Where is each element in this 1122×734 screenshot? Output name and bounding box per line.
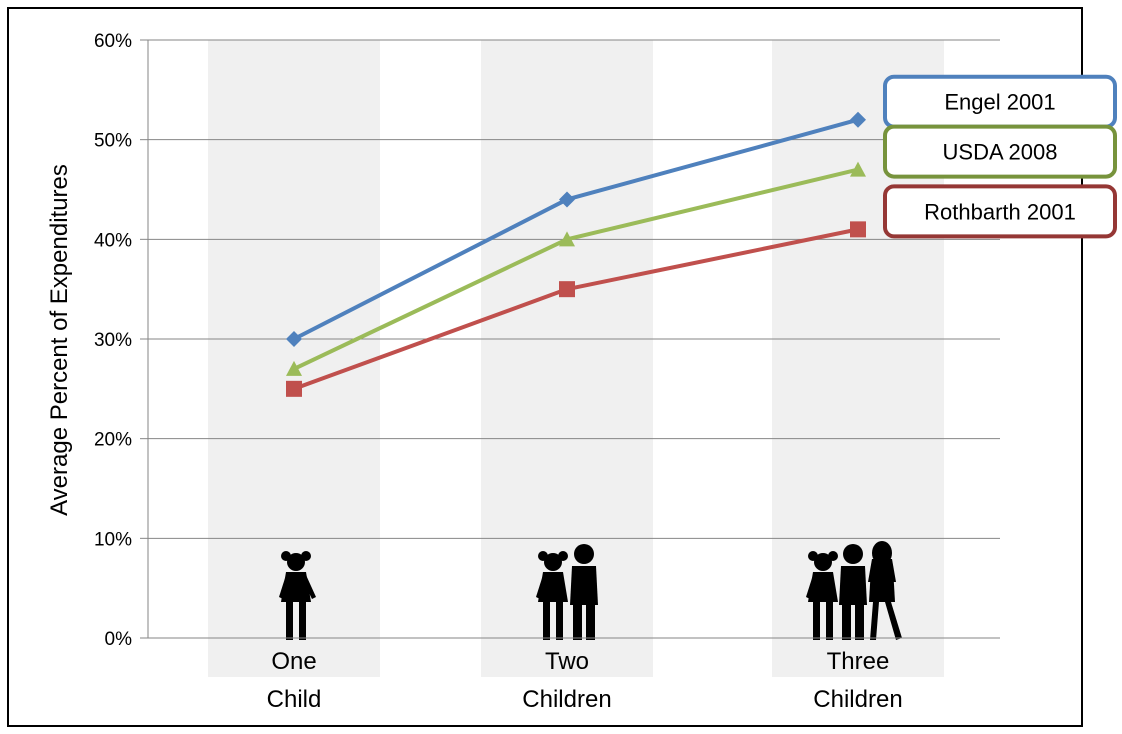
y-tick-label: 0% (105, 629, 133, 650)
series-1-point-2 (559, 191, 575, 208)
x-category-label-line: One (271, 648, 316, 675)
legend-label: Engel 2001 (944, 90, 1055, 115)
legend-label: Rothbarth 2001 (924, 199, 1076, 224)
y-tick-label: 50% (94, 131, 132, 152)
series-2-point-1 (286, 360, 302, 376)
series-layer (286, 111, 866, 397)
category-band-1 (208, 40, 380, 677)
series-1-point-1 (286, 331, 302, 347)
x-category-label-line: Children (522, 686, 611, 713)
legend-item-1: Engel 2001 (883, 74, 1117, 129)
x-category-label-line: Child (267, 686, 322, 713)
legend: Engel 2001 USDA 2008 Rothbarth 2001 (883, 74, 1117, 239)
y-tick-label: 40% (94, 230, 132, 251)
y-tick-label: 20% (94, 430, 132, 451)
series-2-point-3 (850, 161, 866, 177)
series-2-point-2 (559, 231, 575, 247)
legend-box (883, 124, 1117, 179)
legend-label: USDA 2008 (943, 140, 1058, 165)
x-axis-categories: One Child Two Children Three Children (267, 648, 903, 713)
series-1-point-3 (850, 111, 866, 128)
legend-item-3: Rothbarth 2001 (883, 184, 1117, 239)
x-category-label-3: Three Children (813, 648, 902, 713)
category-band-2 (481, 40, 653, 677)
legend-item-2: USDA 2008 (883, 124, 1117, 179)
x-category-label-1: One Child (267, 648, 322, 713)
y-tick-label: 60% (94, 31, 132, 52)
y-axis-title: Average Percent of Expenditures (46, 164, 73, 516)
y-tick-label: 10% (94, 529, 132, 550)
legend-box (883, 184, 1117, 239)
three-children-silhouette-icon (806, 541, 902, 640)
series-3-point-3 (850, 221, 866, 238)
two-children-silhouette-icon (536, 544, 598, 640)
series-3-point-2 (559, 281, 575, 298)
x-category-label-line: Three (827, 648, 890, 675)
y-axis-ticks: 0% 10% 20% 30% 40% 50% 60% (94, 31, 148, 650)
series-3-point-1 (286, 380, 302, 397)
x-category-label-line: Two (545, 648, 589, 675)
x-category-label-2: Two Children (522, 648, 611, 713)
one-child-silhouette-icon (279, 551, 316, 640)
x-category-label-line: Children (813, 686, 902, 713)
y-tick-label: 30% (94, 330, 132, 351)
